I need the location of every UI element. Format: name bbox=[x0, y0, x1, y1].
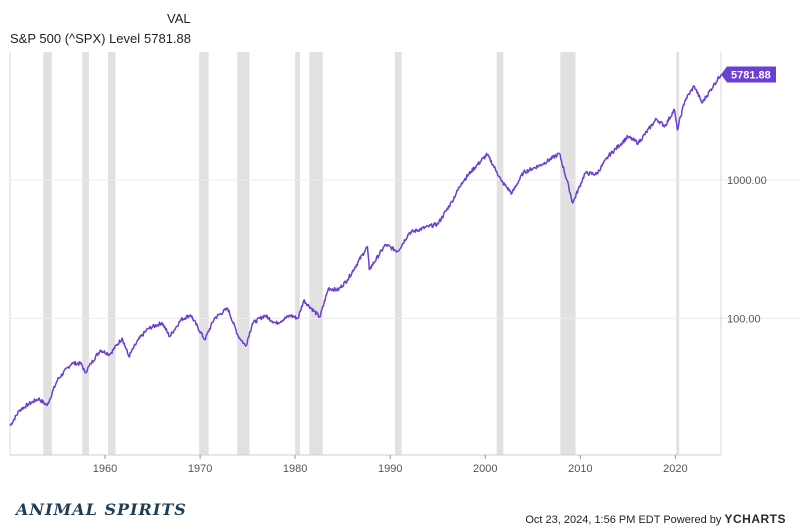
gridlines bbox=[10, 179, 800, 319]
axes bbox=[9, 52, 722, 459]
timestamp: Oct 23, 2024, 1:56 PM EDT bbox=[525, 514, 661, 526]
series-line[interactable] bbox=[9, 74, 722, 427]
recession-band bbox=[309, 52, 323, 455]
series-current-value: 5781.88 bbox=[144, 31, 191, 46]
axis-labels: 1960 1970 1980 1990 2000 2010 2020 100.00 1000.0… bbox=[93, 66, 776, 475]
x-tick-label: 2000 bbox=[473, 463, 497, 475]
x-tick-label: 1960 bbox=[93, 463, 117, 475]
line-chart[interactable]: 1960 1970 1980 1990 2000 2010 2020 100.00 1000.0… bbox=[0, 52, 800, 496]
recession-band bbox=[43, 52, 52, 455]
recession-band bbox=[107, 52, 116, 455]
chart-footer: ANIMAL SPIRITS Oct 23, 2024, 1:56 PM EDT… bbox=[0, 496, 800, 529]
recession-band bbox=[676, 52, 680, 455]
x-tick-label: 1980 bbox=[283, 463, 307, 475]
y-tick-label: 1000.00 bbox=[727, 175, 767, 187]
series-name[interactable]: S&P 500 (^SPX) Level bbox=[10, 31, 141, 46]
value-column-label: VAL bbox=[167, 11, 191, 26]
recession-band bbox=[394, 52, 402, 455]
recession-band bbox=[560, 52, 576, 455]
badge-shape bbox=[721, 66, 776, 83]
ycharts-logo[interactable]: YCHARTS bbox=[724, 512, 786, 526]
x-tick-label: 1970 bbox=[188, 463, 212, 475]
recession-band bbox=[237, 52, 250, 455]
series-line-layer bbox=[9, 74, 722, 427]
x-tick-label: 2020 bbox=[663, 463, 687, 475]
last-value-badge: 5781.88 bbox=[721, 66, 776, 83]
footer-credit: Oct 23, 2024, 1:56 PM EDT Powered by YCH… bbox=[525, 512, 786, 526]
last-value-label: 5781.88 bbox=[731, 69, 771, 81]
recession-band bbox=[295, 52, 300, 455]
recession-band bbox=[199, 52, 209, 455]
recession-shading bbox=[43, 52, 680, 455]
y-tick-label: 100.00 bbox=[727, 313, 761, 325]
chart-header: VAL S&P 500 (^SPX) Level 5781.88 bbox=[0, 0, 800, 52]
animal-spirits-logo: ANIMAL SPIRITS bbox=[16, 500, 187, 519]
x-tick-label: 2010 bbox=[568, 463, 592, 475]
recession-band bbox=[82, 52, 89, 455]
recession-band bbox=[496, 52, 504, 455]
x-tick-label: 1990 bbox=[378, 463, 402, 475]
powered-by-text: Powered by bbox=[663, 514, 722, 526]
